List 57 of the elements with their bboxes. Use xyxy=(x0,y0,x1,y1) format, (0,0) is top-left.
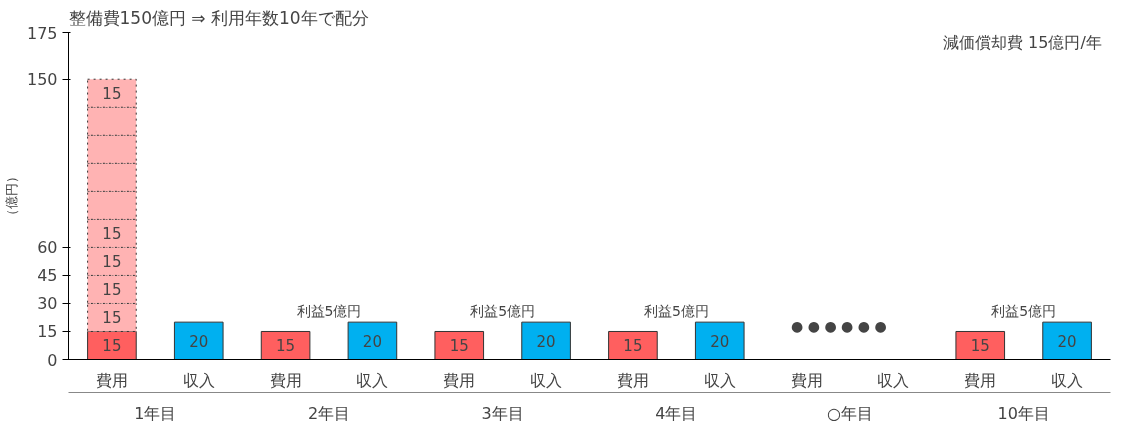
bar xyxy=(955,330,1006,360)
data-label: 20 xyxy=(1057,332,1077,351)
bar xyxy=(1042,321,1092,360)
data-label: 20 xyxy=(362,332,382,351)
bar xyxy=(173,321,224,360)
data-label: 20 xyxy=(536,332,556,351)
data-label: 15 xyxy=(102,281,122,300)
x-tick-label: 費用 xyxy=(964,370,997,390)
text: 10年目 xyxy=(997,403,1050,423)
bar xyxy=(260,330,311,360)
chart-title: 整備費150億円 ⇒ 利用年数10年で配分 xyxy=(68,7,369,28)
data-label: 15 xyxy=(102,337,122,356)
x-tick-label: 費用 xyxy=(790,370,823,390)
y-tick-label: 60 xyxy=(37,238,58,258)
data-label: 15 xyxy=(623,337,643,356)
bar xyxy=(347,321,398,360)
x-tick-label: 収入 xyxy=(877,370,910,390)
text: ○年目 xyxy=(827,403,873,423)
text: 2年目 xyxy=(307,403,351,423)
x-tick-label: 収入 xyxy=(356,370,389,390)
data-label: 15 xyxy=(449,337,469,356)
x-tick-label: 費用 xyxy=(95,370,128,390)
x-tick-label: 費用 xyxy=(443,370,476,390)
text: 1年目 xyxy=(134,403,177,423)
bar xyxy=(608,330,658,360)
bar xyxy=(521,321,571,360)
annotation: ● ● ● ● ● ● xyxy=(791,317,887,334)
y-axis-title: （億円） xyxy=(3,170,19,222)
annotation: 利益5億円 xyxy=(470,302,536,319)
x-tick-label: 費用 xyxy=(269,370,302,390)
y-tick-label: 15 xyxy=(37,322,58,342)
bar xyxy=(434,330,485,360)
y-tick-label: 45 xyxy=(37,266,58,286)
annotation: 利益5億円 xyxy=(296,302,362,319)
annotation: 利益5億円 xyxy=(643,302,709,319)
data-label: 15 xyxy=(970,337,990,356)
annotation: 利益5億円 xyxy=(991,302,1057,319)
data-label: 15 xyxy=(102,309,122,328)
annotation: 減価償却費 15億円/年 xyxy=(942,32,1102,52)
x-tick-label: 収入 xyxy=(182,370,215,390)
data-label: 15 xyxy=(102,253,122,272)
y-tick-label: 150 xyxy=(26,70,58,90)
y-tick-label: 175 xyxy=(26,23,58,43)
data-label: 15 xyxy=(102,85,122,104)
data-label: 15 xyxy=(102,225,122,244)
text: 4年目 xyxy=(655,403,698,423)
bar xyxy=(694,321,745,360)
x-tick-label: 収入 xyxy=(530,370,563,390)
text: 3年目 xyxy=(481,403,524,423)
y-tick-label: 0 xyxy=(47,350,58,370)
x-tick-label: 収入 xyxy=(1051,370,1084,390)
x-tick-label: 費用 xyxy=(616,370,649,390)
data-label: 15 xyxy=(276,337,296,356)
y-tick-label: 30 xyxy=(37,294,58,314)
x-tick-label: 収入 xyxy=(703,370,736,390)
data-label: 20 xyxy=(710,332,730,351)
data-label: 20 xyxy=(189,332,209,351)
